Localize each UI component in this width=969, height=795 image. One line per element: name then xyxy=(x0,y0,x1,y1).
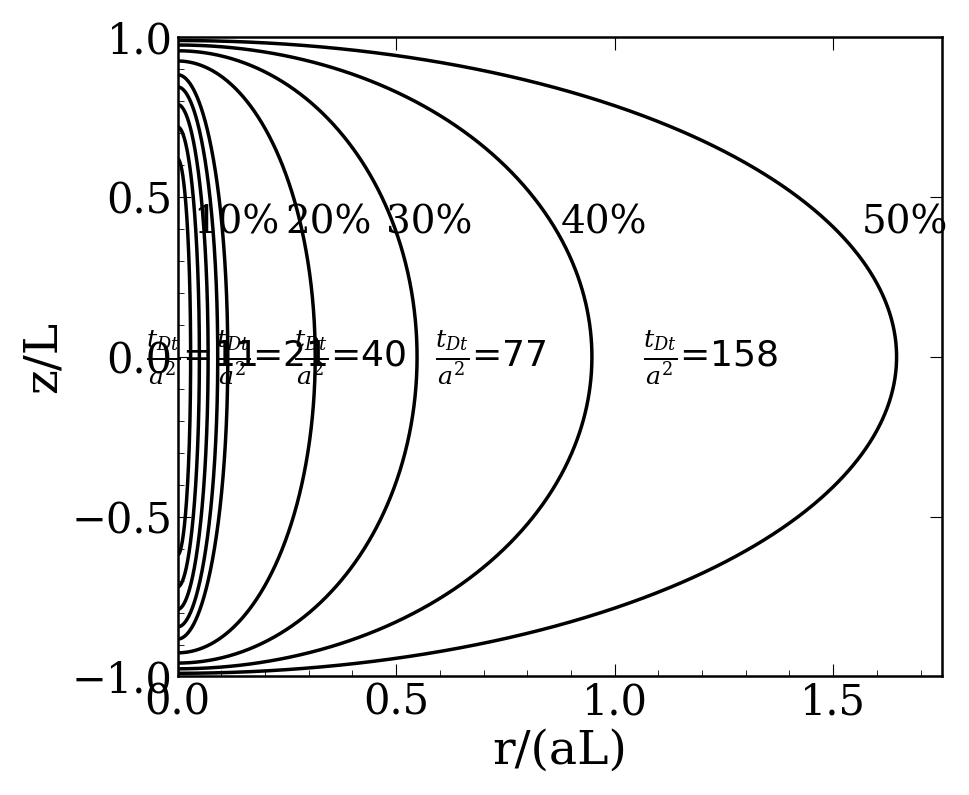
Text: $\frac{t_{Dt}}{a^2}$=77: $\frac{t_{Dt}}{a^2}$=77 xyxy=(434,328,545,386)
Text: $\frac{t_{Dt}}{a^2}$=21: $\frac{t_{Dt}}{a^2}$=21 xyxy=(215,328,327,386)
Y-axis label: z/L: z/L xyxy=(20,321,66,393)
Text: $\frac{t_{Dt}}{a^2}$=158: $\frac{t_{Dt}}{a^2}$=158 xyxy=(642,328,778,386)
Text: 50%: 50% xyxy=(861,205,948,242)
Text: 20%: 20% xyxy=(285,205,371,242)
Text: 30%: 30% xyxy=(386,205,472,242)
X-axis label: r/(aL): r/(aL) xyxy=(492,729,627,774)
Text: 40%: 40% xyxy=(560,205,646,242)
Text: 10%: 10% xyxy=(193,205,279,242)
Text: $\frac{t_{Dt}}{a^2}$=11: $\frac{t_{Dt}}{a^2}$=11 xyxy=(145,328,257,386)
Text: $\frac{t_{Dt}}{a^2}$=40: $\frac{t_{Dt}}{a^2}$=40 xyxy=(294,328,406,386)
